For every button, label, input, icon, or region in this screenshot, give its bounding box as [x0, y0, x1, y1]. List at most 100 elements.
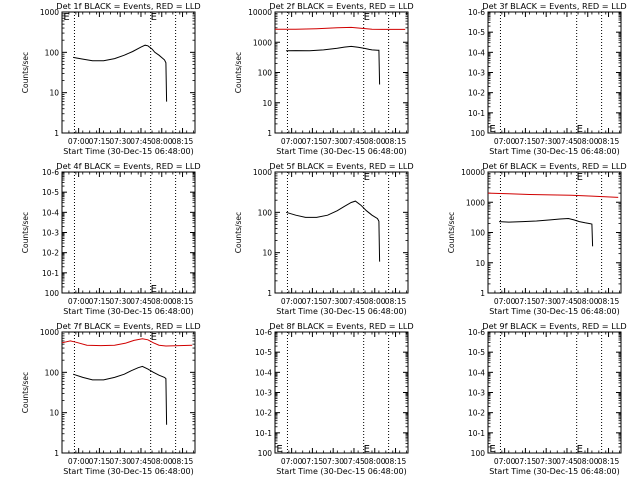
- y-tick-label: 10000: [248, 8, 272, 17]
- y-axis-label: Counts/sec: [447, 212, 456, 253]
- panel-5: Det 5f BLACK = Events, RED = LLD 1 10 100 10…: [234, 161, 414, 316]
- y-tick-label: 10-2: [255, 409, 272, 418]
- x-tick-label: 08:00: [364, 137, 386, 146]
- y-tick-label: 1000: [253, 38, 272, 47]
- x-tick-label: 08:00: [577, 137, 599, 146]
- y-tick-label: 100: [258, 69, 273, 78]
- panel-title: Det 6f BLACK = Events, RED = LLD: [482, 161, 626, 171]
- plot-frame: [274, 171, 409, 294]
- panel-title: Det 7f BLACK = Events, RED = LLD: [56, 321, 200, 331]
- e-marker: E: [577, 444, 583, 455]
- events-series: [73, 44, 168, 102]
- x-tick-label: 07:15: [515, 297, 537, 306]
- x-tick-label: 07:45: [343, 137, 365, 146]
- y-tick-label: 100: [471, 449, 486, 458]
- panel-9: Det 9f BLACK = Events, RED = LLD 100 10-1 1…: [468, 321, 627, 476]
- x-tick-label: 08:15: [385, 457, 407, 466]
- plot-frame: [487, 171, 622, 294]
- x-axis-label: Start Time (30-Dec-15 06:48:00): [63, 147, 194, 156]
- x-tick-label: 08:15: [172, 297, 194, 306]
- y-tick-label: 10-4: [255, 368, 272, 377]
- x-tick-label: 07:30: [109, 137, 131, 146]
- panel-title: Det 2f BLACK = Events, RED = LLD: [269, 1, 413, 11]
- events-series: [72, 365, 168, 425]
- y-tick-label: 10-3: [255, 389, 272, 398]
- y-tick-label: 1: [267, 289, 272, 298]
- e-marker: E: [63, 12, 69, 23]
- y-tick-label: 10: [49, 409, 59, 418]
- y-tick-label: 10-3: [468, 69, 485, 78]
- x-tick-label: 08:15: [598, 457, 620, 466]
- y-axis-label: Counts/sec: [21, 52, 30, 93]
- y-tick-label: 10-4: [468, 368, 485, 377]
- y-tick-label: 1000: [466, 198, 485, 207]
- y-tick-label: 1: [54, 449, 59, 458]
- y-tick-label: 1: [54, 129, 59, 138]
- y-tick-label: 10-1: [468, 109, 485, 118]
- e-marker: E: [577, 124, 583, 135]
- y-tick-label: 10: [49, 89, 59, 98]
- x-tick-label: 07:00: [68, 297, 90, 306]
- x-tick-label: 07:15: [515, 137, 537, 146]
- y-tick-label: 10-1: [255, 429, 272, 438]
- x-tick-label: 07:45: [130, 297, 152, 306]
- e-marker: E: [151, 12, 157, 23]
- x-axis-label: Start Time (30-Dec-15 06:48:00): [276, 147, 407, 156]
- x-axis-label: Start Time (30-Dec-15 06:48:00): [63, 307, 194, 316]
- y-tick-label: 1: [267, 129, 272, 138]
- y-tick-label: 10-2: [468, 89, 485, 98]
- x-tick-label: 07:30: [535, 457, 557, 466]
- x-tick-label: 07:45: [556, 297, 578, 306]
- plot-frame: [274, 11, 409, 134]
- x-tick-label: 07:45: [343, 297, 365, 306]
- x-tick-label: 07:00: [281, 137, 303, 146]
- y-tick-label: 10: [262, 99, 272, 108]
- y-axis-label: Counts/sec: [21, 372, 30, 413]
- plot-frame: [61, 331, 196, 454]
- x-tick-label: 08:00: [151, 297, 173, 306]
- e-marker: E: [151, 332, 157, 343]
- lld-series: [487, 192, 619, 198]
- x-tick-label: 07:30: [322, 457, 344, 466]
- x-tick-label: 07:45: [556, 137, 578, 146]
- x-tick-label: 07:00: [68, 457, 90, 466]
- panel-2: Det 2f BLACK = Events, RED = LLD 1 10 100 10…: [234, 1, 414, 156]
- e-marker: E: [364, 12, 370, 23]
- x-tick-label: 07:15: [302, 137, 324, 146]
- y-tick-label: 100: [45, 289, 60, 298]
- panel-6: Det 6f BLACK = Events, RED = LLD 1 10 100 10…: [447, 161, 627, 316]
- x-tick-label: 08:15: [385, 297, 407, 306]
- plot-frame: [487, 331, 622, 454]
- x-tick-label: 07:30: [322, 297, 344, 306]
- y-axis-label: Counts/sec: [234, 52, 243, 93]
- lld-series: [61, 338, 193, 347]
- panel-7: Det 7f BLACK = Events, RED = LLD 1 10 100 10…: [21, 321, 201, 476]
- x-tick-label: 08:00: [577, 457, 599, 466]
- plot-frame: [274, 331, 409, 454]
- x-tick-label: 07:00: [494, 297, 516, 306]
- x-tick-label: 08:15: [385, 137, 407, 146]
- x-tick-label: 08:15: [598, 297, 620, 306]
- x-tick-label: 07:00: [281, 297, 303, 306]
- y-tick-label: 10-6: [42, 168, 59, 177]
- x-axis-label: Start Time (30-Dec-15 06:48:00): [276, 467, 407, 476]
- y-tick-label: 100: [45, 48, 60, 57]
- y-axis-label: Counts/sec: [234, 212, 243, 253]
- panel-title: Det 9f BLACK = Events, RED = LLD: [482, 321, 626, 331]
- e-marker: E: [577, 172, 583, 183]
- x-tick-label: 07:30: [322, 137, 344, 146]
- y-tick-label: 10-6: [468, 328, 485, 337]
- panel-1: Det 1f BLACK = Events, RED = LLD 1 10 100 10…: [21, 1, 201, 156]
- x-tick-label: 07:00: [494, 137, 516, 146]
- x-tick-label: 07:30: [535, 137, 557, 146]
- x-tick-label: 07:45: [343, 457, 365, 466]
- y-tick-label: 10-4: [42, 208, 59, 217]
- lld-series: [275, 26, 406, 30]
- x-tick-label: 08:00: [364, 297, 386, 306]
- x-tick-label: 07:30: [109, 297, 131, 306]
- e-marker: E: [364, 444, 370, 455]
- y-tick-label: 10-1: [42, 269, 59, 278]
- x-tick-label: 07:15: [89, 137, 111, 146]
- y-tick-label: 10000: [461, 168, 485, 177]
